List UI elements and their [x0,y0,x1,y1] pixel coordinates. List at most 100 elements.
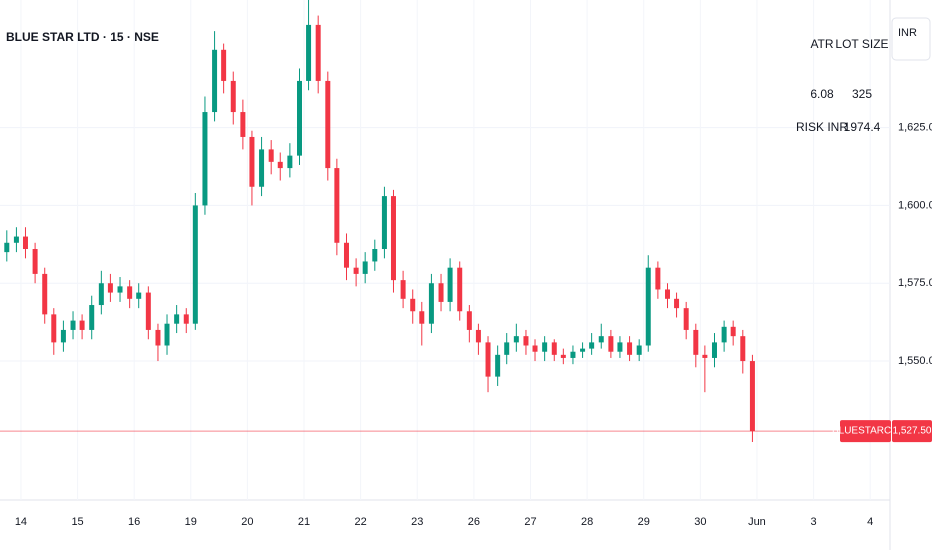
candle-body [447,267,453,302]
y-tick-label: 1,600.00 [898,199,932,211]
candle-body [32,249,38,274]
symbol-label: BLUESTARCO [832,426,899,437]
candle-body [212,49,218,113]
candle-body [296,80,302,156]
candle-body [259,149,265,187]
candle-body [145,292,151,330]
candle-body [523,336,529,346]
candle-body [749,361,755,432]
candle-body [683,308,689,330]
x-tick-label: 26 [468,516,480,528]
candle-body [702,354,708,358]
candle-body [580,348,586,352]
x-tick-label: 20 [241,516,253,528]
symbol-badge [840,420,891,443]
table-cell: 325 [852,87,872,101]
candle-body [617,342,623,352]
candle-body [70,320,76,330]
price-badge [892,420,932,443]
candle-body [221,49,227,81]
candle-body [551,342,557,355]
candle-body [4,242,10,253]
candle-body [372,249,378,262]
candle-body [608,336,614,352]
candle-body [79,320,85,330]
y-tick-label: 1,625.00 [898,122,932,134]
candle-body [457,267,463,312]
candle-body [240,112,246,137]
x-tick-label: 23 [411,516,423,528]
candle-body [400,280,406,299]
candle-body [740,336,746,362]
candle-body [362,261,368,274]
x-tick-label: 3 [811,516,817,528]
candle-body [13,236,19,243]
x-tick-label: 4 [867,516,873,528]
currency-label[interactable]: INR [898,27,917,39]
x-tick-label: 19 [185,516,197,528]
y-tick-label: 1,550.00 [898,355,932,367]
candle-body [117,286,123,293]
candle-body [655,267,661,290]
candle-body [466,311,472,330]
candle-body [249,136,255,187]
candle-body [343,242,349,268]
candle-body [334,168,340,243]
candle-body [711,342,717,358]
candle-body [419,311,425,324]
candle-body [192,205,198,324]
candle-body [410,298,416,312]
candle-body [438,283,444,302]
candle-body [268,149,274,162]
x-tick-label: 22 [355,516,367,528]
table-cell: 1974.4 [844,120,881,134]
candle-body [174,314,180,324]
candle-body [532,345,538,352]
candle-body [202,112,208,206]
candle-body [230,80,236,113]
price-label: 1,527.50 [893,426,932,437]
candle-body [504,342,510,355]
y-tick-label: 1,575.00 [898,277,932,289]
candle-body [645,267,651,346]
candle-body [164,323,170,346]
candle-body [693,329,699,355]
x-tick-label: 21 [298,516,310,528]
candle-body [730,326,736,337]
candle-body [721,326,727,343]
table-header: LOT SIZE [835,37,888,51]
x-tick-label: 15 [71,516,83,528]
candle-body [475,329,481,343]
candle-body [428,283,434,324]
candle-body [277,161,283,169]
candle-body [127,286,133,299]
candle-body [674,298,680,309]
candle-body [495,354,501,377]
candle-body [485,342,491,377]
candle-body [315,24,321,81]
x-tick-label: 30 [694,516,706,528]
candle-body [42,273,48,315]
x-tick-label: Jun [748,516,766,528]
currency-button[interactable] [891,17,931,61]
candle-body [22,236,28,250]
candles [4,0,755,442]
candle-body [98,283,104,306]
table-cell: 6.08 [810,87,834,101]
table-header: ATR [810,37,833,51]
candle-body [353,267,359,274]
candle-body [390,196,396,281]
x-tick-label: 27 [524,516,536,528]
candle-body [542,342,548,352]
candle-body [570,351,576,358]
candle-body [560,354,566,358]
candle-body [306,24,312,81]
candle-body [136,292,142,299]
candle-body [155,329,161,346]
chart-title: BLUE STAR LTD · 15 · NSE [6,30,159,44]
candle-body [60,329,66,343]
candle-body [636,345,642,355]
